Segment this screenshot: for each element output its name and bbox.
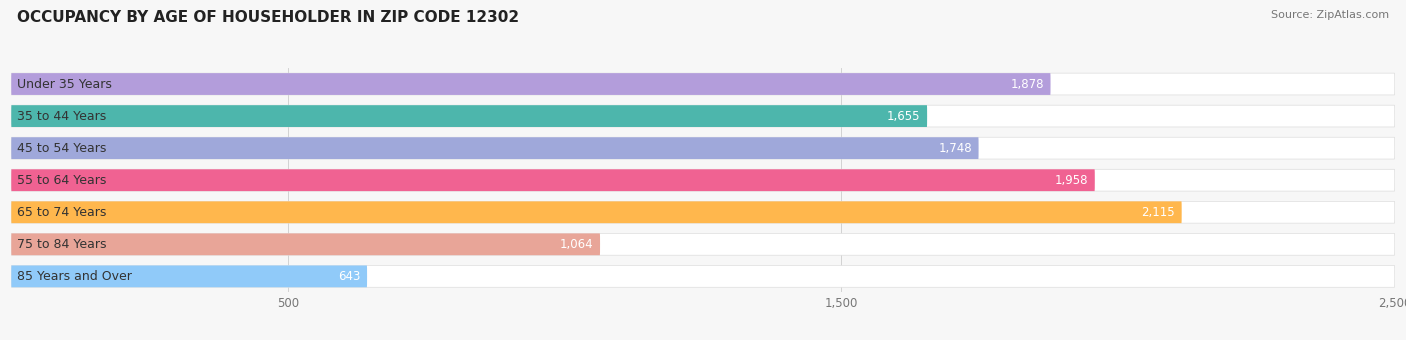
- Text: 1,878: 1,878: [1011, 78, 1043, 90]
- Text: 1,748: 1,748: [938, 142, 972, 155]
- FancyBboxPatch shape: [11, 201, 1181, 223]
- Text: OCCUPANCY BY AGE OF HOUSEHOLDER IN ZIP CODE 12302: OCCUPANCY BY AGE OF HOUSEHOLDER IN ZIP C…: [17, 10, 519, 25]
- Text: 85 Years and Over: 85 Years and Over: [17, 270, 132, 283]
- FancyBboxPatch shape: [11, 234, 1395, 255]
- FancyBboxPatch shape: [11, 266, 367, 287]
- Text: 1,064: 1,064: [560, 238, 593, 251]
- FancyBboxPatch shape: [11, 105, 1395, 127]
- FancyBboxPatch shape: [11, 234, 600, 255]
- FancyBboxPatch shape: [11, 73, 1395, 95]
- Text: Source: ZipAtlas.com: Source: ZipAtlas.com: [1271, 10, 1389, 20]
- Text: Under 35 Years: Under 35 Years: [17, 78, 111, 90]
- FancyBboxPatch shape: [11, 137, 979, 159]
- FancyBboxPatch shape: [11, 201, 1395, 223]
- Text: 55 to 64 Years: 55 to 64 Years: [17, 174, 107, 187]
- Text: 1,655: 1,655: [887, 109, 921, 123]
- Text: 2,115: 2,115: [1142, 206, 1175, 219]
- FancyBboxPatch shape: [11, 169, 1395, 191]
- Text: 75 to 84 Years: 75 to 84 Years: [17, 238, 107, 251]
- Text: 65 to 74 Years: 65 to 74 Years: [17, 206, 107, 219]
- FancyBboxPatch shape: [11, 105, 927, 127]
- FancyBboxPatch shape: [11, 169, 1095, 191]
- Text: 643: 643: [337, 270, 360, 283]
- Text: 1,958: 1,958: [1054, 174, 1088, 187]
- FancyBboxPatch shape: [11, 266, 1395, 287]
- Text: 35 to 44 Years: 35 to 44 Years: [17, 109, 105, 123]
- FancyBboxPatch shape: [11, 137, 1395, 159]
- FancyBboxPatch shape: [11, 73, 1050, 95]
- Text: 45 to 54 Years: 45 to 54 Years: [17, 142, 107, 155]
